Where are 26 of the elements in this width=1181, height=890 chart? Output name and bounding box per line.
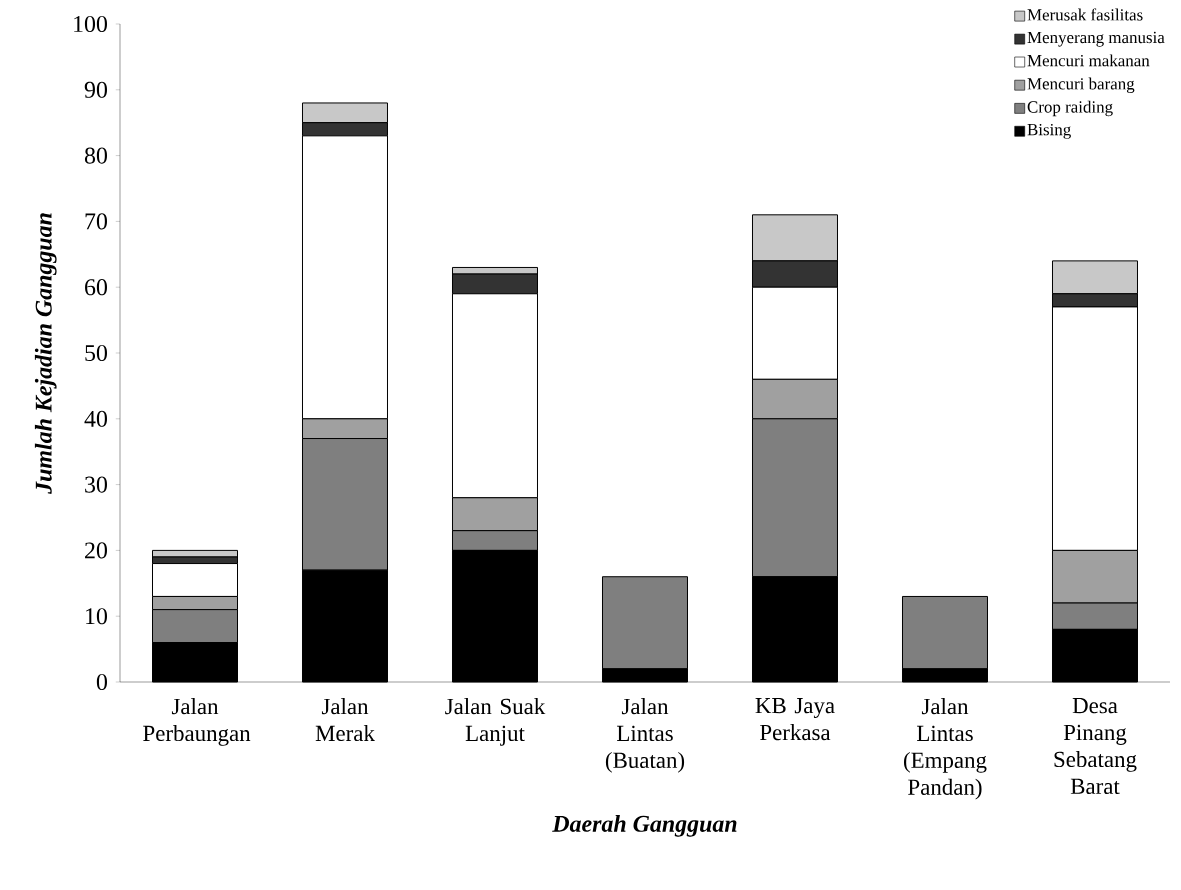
x-tick-label: Jalan Merak [315, 698, 375, 742]
y-tick-label: 100 [74, 15, 107, 33]
x-tick-label: Jalan Perbaungan [143, 698, 251, 746]
legend-label: Crop raiding [1027, 100, 1113, 117]
legend-label: Mencuri barang [1027, 77, 1135, 93]
y-tick-label: 80 [84, 147, 107, 164]
legend-label: Mencuri makanan [1027, 54, 1150, 67]
y-tick-label: 90 [84, 81, 107, 98]
x-tick-label: Jalan Lintas (Buatan) [605, 698, 685, 773]
y-tick-label: 40 [84, 410, 107, 427]
legend-label: Bising [1027, 123, 1071, 139]
x-tick-label: Jalan Lintas (Empang Pandan) [903, 698, 987, 800]
y-tick-label: 0 [96, 673, 107, 691]
y-tick-label: 20 [85, 542, 107, 559]
x-tick-label: Jalan Suak Lanjut [445, 698, 546, 746]
x-tick-label: KB Jaya Perkasa [755, 698, 835, 741]
legend-label: Menyerang manusia [1027, 31, 1165, 47]
legend-label: Merusak fasilitas [1027, 8, 1143, 21]
y-axis-title: Jumlah Kejadian Gangguan [34, 213, 57, 494]
x-axis-title: Daerah Gangguan [552, 815, 737, 837]
y-tick-label: 10 [86, 608, 107, 625]
y-tick-label: 70 [85, 213, 107, 230]
x-tick-label: Desa Pinang Sebatang Barat [1054, 698, 1137, 795]
y-tick-label: 50 [85, 344, 107, 362]
y-tick-label: 60 [85, 279, 107, 296]
y-tick-label: 30 [85, 476, 107, 493]
